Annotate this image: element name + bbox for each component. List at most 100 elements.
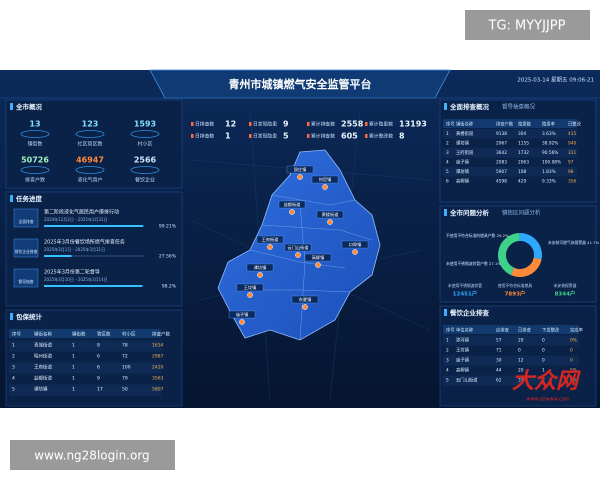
table-header: 镇街数: [72, 331, 86, 338]
map-label: 高柳镇: [312, 254, 325, 261]
table-header: 排查户数: [496, 121, 514, 128]
header-datetime: 2025-03-14 星期五 09:06:21: [517, 77, 594, 84]
map-label-bg: [316, 210, 344, 219]
table-header: 序号: [446, 121, 455, 128]
table-cell: 8: [97, 343, 100, 349]
table-cell: 1: [72, 376, 75, 382]
table-cell: 青城街道: [34, 342, 52, 349]
table-cell: 2420: [152, 365, 164, 371]
table-cell: 1732: [518, 150, 529, 156]
table-cell: 20: [518, 368, 524, 374]
table-cell: 38.92%: [542, 141, 558, 147]
map-label: 益都街道: [284, 201, 302, 208]
table-cell: 0%: [570, 338, 577, 344]
panel-marker: [444, 309, 447, 316]
table-cell: 谭坊镇: [34, 386, 48, 393]
table-cell: 1: [12, 343, 15, 349]
table-header: 排查户数: [152, 331, 170, 338]
table-cell: 1: [72, 354, 75, 360]
table-header: 已排查: [518, 327, 532, 334]
table-row-bg: [443, 375, 579, 386]
map-pin: [297, 174, 303, 180]
table-row-bg: [9, 384, 161, 396]
task-icon: [13, 238, 39, 258]
table-cell: 3: [446, 358, 449, 364]
total-value: 8344户: [555, 290, 576, 298]
map-label-bg: [304, 253, 332, 262]
table-cell: 3.63%: [542, 131, 556, 137]
progress-track: [44, 255, 144, 257]
table-cell: 2: [542, 378, 545, 384]
table-row-bg: [443, 129, 577, 139]
table-cell: 108: [518, 169, 526, 175]
stat-label: 液化气用户: [77, 177, 102, 184]
table-cell: 940: [568, 141, 576, 147]
kpi-dot: [307, 134, 310, 138]
table-row-bg: [443, 167, 577, 177]
map-label: 谭坊镇: [254, 264, 267, 271]
table-cell: 71: [496, 348, 502, 354]
map-pin: [257, 272, 263, 278]
total-label: 未使用不锈钢波纹管: [448, 283, 482, 288]
table-cell: 429: [518, 179, 526, 185]
table-cell: 78: [122, 343, 128, 349]
table-cell: 30: [496, 358, 502, 364]
kpi-value: 12: [225, 120, 236, 129]
kpi-dot: [249, 134, 252, 138]
panel-title: 任务进度: [15, 194, 43, 203]
stat-value: 123: [82, 120, 99, 129]
table-header: 完成率: [570, 327, 584, 334]
table-cell: 57: [496, 338, 502, 344]
map-pin: [295, 252, 301, 258]
progress-bar: [44, 255, 72, 257]
table-cell: 谭坊镇: [456, 140, 470, 147]
table-cell: 98: [568, 169, 574, 175]
table-cell: 90.56%: [542, 150, 558, 156]
table-header: 管区数: [97, 331, 111, 338]
table-cell: 356: [568, 179, 576, 185]
map-pin: [267, 244, 273, 250]
kpi-value: 605: [341, 132, 358, 141]
table-row-bg: [9, 362, 161, 374]
watermark-text: TG: MYYJJPP: [488, 19, 566, 34]
map-label: 邵庄镇: [294, 166, 307, 173]
legend-text: 未使用不锈钢波纹管户数 27.1%: [446, 261, 501, 266]
table-cell: 2967: [496, 141, 507, 147]
table-cell: 97: [568, 160, 574, 166]
table-cell: 6: [97, 354, 100, 360]
table-cell: 31: [518, 378, 524, 384]
table-header: 序号: [12, 331, 21, 338]
table-header: 镇街名称: [456, 121, 474, 128]
map-label-bg: [286, 165, 314, 174]
legend-text: 不使用不符合标准的燃具户数 29.2%: [446, 233, 509, 238]
task-icon: [13, 208, 39, 228]
progress-bar: [44, 225, 144, 227]
legend-text: 未安装可燃气体报警器 41.7%: [548, 240, 600, 245]
watermark-text: www.ng28login.org: [34, 449, 149, 463]
table-cell: 2: [446, 141, 449, 147]
task-name: 第二阶段液化气居民用户摸排行动: [44, 209, 119, 216]
table-cell: 72: [122, 354, 128, 360]
task-percent: 98.2%: [162, 284, 177, 290]
task-percent: 99.21%: [159, 224, 177, 230]
table-cell: 6: [97, 365, 100, 371]
panel-tab: 镇街区问题分析: [502, 209, 541, 217]
map-borders: [240, 194, 373, 341]
table-cell: 1.83%: [542, 169, 556, 175]
table-cell: 5907: [496, 169, 507, 175]
table-header: 单位名称: [456, 327, 474, 334]
table-cell: 6: [446, 179, 449, 185]
table-cell: 5807: [152, 387, 164, 393]
task-tag: 餐饮企业排查: [15, 249, 38, 254]
table-cell: 王府街道: [34, 364, 52, 371]
map-label-bg: [341, 240, 369, 249]
table-cell: 44: [496, 368, 502, 374]
kpi-label: 累计排查数: [311, 121, 335, 128]
table-header-bg: [443, 119, 577, 128]
kpi-value: 1: [225, 132, 231, 141]
total-value: 12451户: [453, 290, 478, 298]
map-label: 东夏镇: [299, 296, 312, 303]
table-cell: 2: [446, 348, 449, 354]
kpi-label: 累计排查数: [311, 133, 335, 140]
